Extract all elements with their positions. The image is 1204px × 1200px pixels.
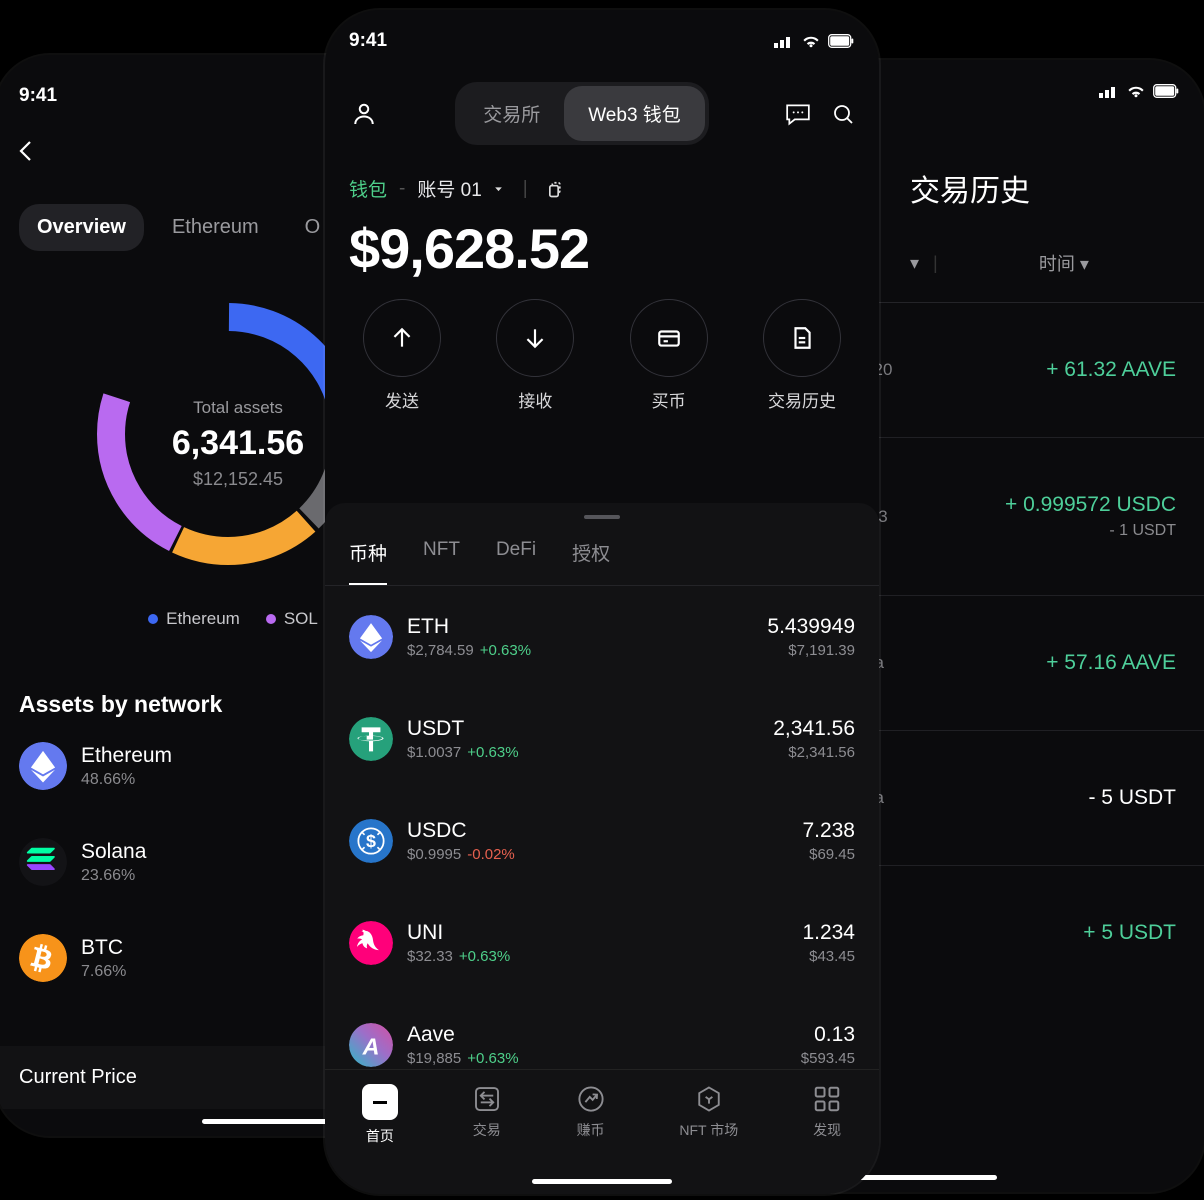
- svg-text:$: $: [366, 831, 376, 851]
- svg-text:A: A: [362, 1034, 380, 1060]
